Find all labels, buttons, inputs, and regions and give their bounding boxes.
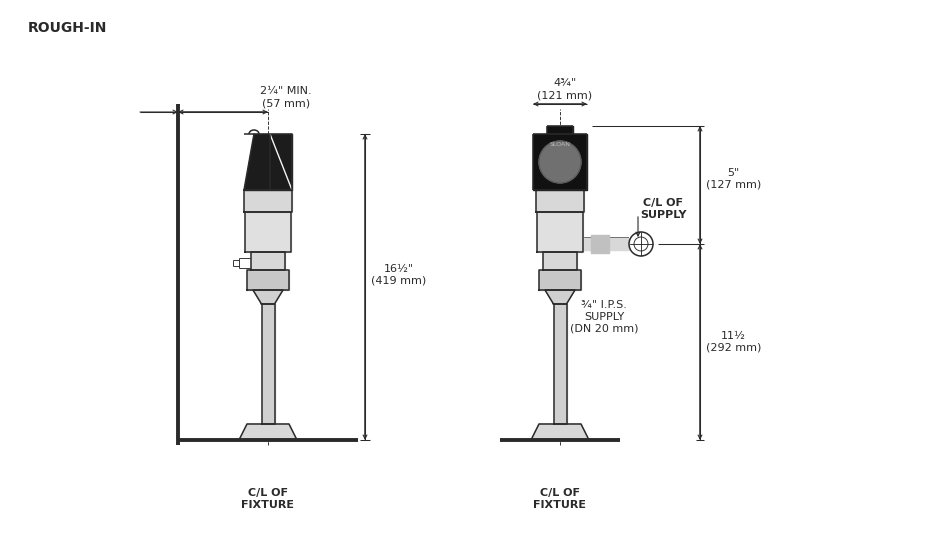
Text: C/L OF
FIXTURE: C/L OF FIXTURE	[241, 488, 294, 509]
Polygon shape	[533, 134, 587, 190]
Polygon shape	[537, 212, 583, 252]
Polygon shape	[553, 304, 566, 424]
Polygon shape	[251, 252, 285, 270]
Polygon shape	[239, 424, 297, 440]
Polygon shape	[253, 290, 283, 304]
Text: 2¼" MIN.
(57 mm): 2¼" MIN. (57 mm)	[260, 87, 312, 108]
Polygon shape	[545, 290, 575, 304]
Polygon shape	[531, 424, 589, 440]
Polygon shape	[245, 212, 291, 252]
Polygon shape	[244, 190, 292, 212]
Polygon shape	[547, 126, 573, 134]
Ellipse shape	[539, 141, 581, 183]
Text: C/L OF
SUPPLY: C/L OF SUPPLY	[640, 198, 686, 220]
Text: ROUGH-IN: ROUGH-IN	[28, 21, 107, 35]
Polygon shape	[591, 235, 609, 253]
Polygon shape	[577, 238, 629, 250]
Polygon shape	[270, 134, 292, 190]
Text: 11½
(292 mm): 11½ (292 mm)	[706, 331, 761, 353]
Polygon shape	[262, 304, 275, 424]
Polygon shape	[247, 270, 289, 290]
Text: ¾" I.P.S.
SUPPLY
(DN 20 mm): ¾" I.P.S. SUPPLY (DN 20 mm)	[570, 300, 638, 333]
Text: SLOAN: SLOAN	[549, 141, 571, 146]
Text: C/L OF
FIXTURE: C/L OF FIXTURE	[534, 488, 586, 509]
Text: 5"
(127 mm): 5" (127 mm)	[706, 168, 761, 190]
Text: 16½"
(419 mm): 16½" (419 mm)	[371, 264, 426, 286]
Polygon shape	[536, 190, 584, 212]
Text: 4¾"
(121 mm): 4¾" (121 mm)	[537, 79, 593, 100]
Polygon shape	[539, 270, 581, 290]
Polygon shape	[543, 252, 577, 270]
Polygon shape	[244, 134, 292, 190]
